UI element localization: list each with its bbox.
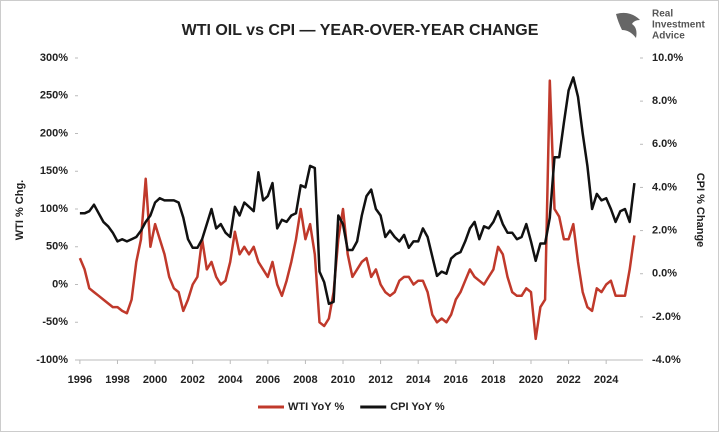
- logo-text: Advice: [652, 31, 685, 42]
- logo-text: Investment: [652, 20, 705, 31]
- x-tick-label: 1998: [105, 374, 129, 386]
- logo-icon: [616, 12, 640, 38]
- y2-tick-label: 4.0%: [652, 181, 677, 193]
- y-tick-label: 200%: [40, 127, 68, 139]
- y-tick-label: -50%: [42, 316, 68, 328]
- x-tick-label: 2000: [143, 374, 167, 386]
- y-tick-label: 0%: [52, 278, 68, 290]
- x-tick-label: 2004: [218, 374, 243, 386]
- y2-tick-label: 8.0%: [652, 95, 677, 107]
- x-tick-label: 2024: [594, 374, 619, 386]
- y2-axis-label: CPI % Change: [694, 173, 706, 248]
- x-tick-label: 2018: [481, 374, 505, 386]
- x-tick-label: 2012: [368, 374, 392, 386]
- y-tick-label: 150%: [40, 165, 68, 177]
- chart-title: WTI OIL vs CPI — YEAR-OVER-YEAR CHANGE: [182, 22, 539, 39]
- x-tick-label: 2002: [180, 374, 204, 386]
- y-tick-label: 100%: [40, 203, 68, 215]
- x-tick-label: 2008: [293, 374, 317, 386]
- legend-label: CPI YoY %: [390, 401, 445, 413]
- x-tick-label: 2020: [519, 374, 543, 386]
- y-axis-label: WTI % Chg.: [14, 180, 26, 241]
- y2-tick-label: 0.0%: [652, 268, 677, 280]
- x-tick-label: 2010: [331, 374, 355, 386]
- x-tick-label: 2014: [406, 374, 431, 386]
- y2-tick-label: 6.0%: [652, 138, 677, 150]
- series-line: [79, 76, 636, 306]
- series-line: [78, 79, 636, 341]
- y-tick-label: 50%: [46, 241, 68, 253]
- y-tick-label: 300%: [40, 52, 68, 64]
- x-tick-label: 2006: [256, 374, 280, 386]
- x-tick-label: 2016: [444, 374, 468, 386]
- y-tick-label: -100%: [36, 354, 68, 366]
- logo-text: Real: [652, 9, 673, 20]
- y2-tick-label: -2.0%: [652, 311, 681, 323]
- x-tick-label: 2022: [556, 374, 580, 386]
- y2-tick-label: -4.0%: [652, 354, 681, 366]
- x-tick-label: 1996: [68, 374, 92, 386]
- legend-label: WTI YoY %: [288, 401, 344, 413]
- y2-tick-label: 2.0%: [652, 224, 677, 236]
- y2-tick-label: 10.0%: [652, 52, 683, 64]
- y-tick-label: 250%: [40, 90, 68, 102]
